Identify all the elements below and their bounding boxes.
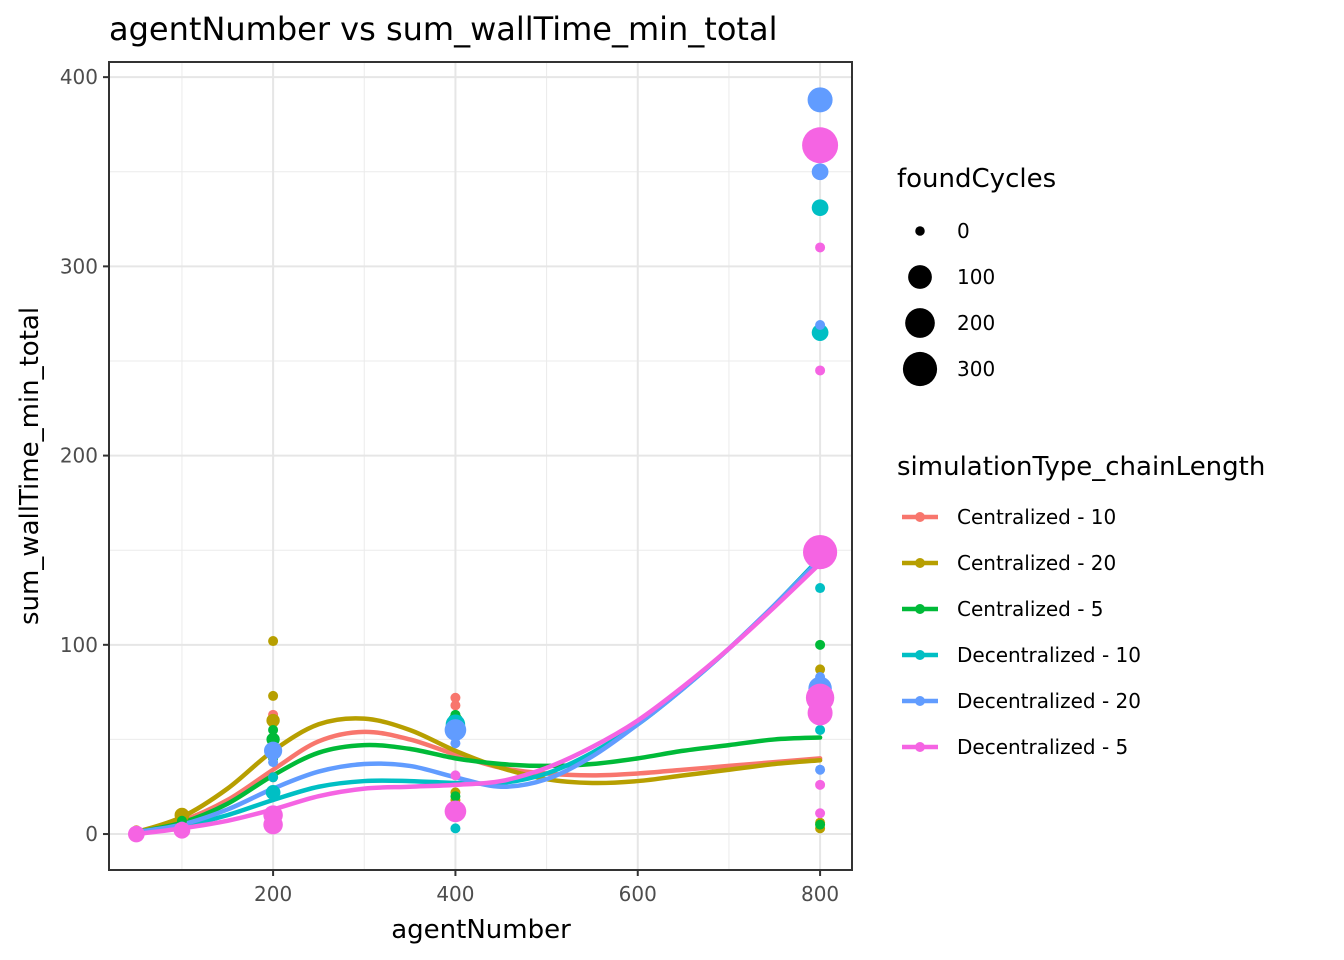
y-tick-label: 400: [60, 65, 98, 89]
plot-background: [109, 62, 852, 870]
data-point: [815, 808, 826, 819]
data-point: [444, 800, 467, 823]
y-axis-title: sum_wallTime_min_total: [15, 307, 45, 625]
data-point: [268, 724, 279, 735]
color-legend-label: Centralized - 10: [957, 505, 1116, 529]
data-point: [266, 713, 280, 728]
data-point: [807, 700, 833, 726]
x-tick-label: 200: [254, 882, 292, 906]
data-point: [802, 127, 839, 164]
data-point: [268, 690, 279, 701]
x-tick-label: 600: [619, 882, 657, 906]
data-point: [811, 163, 829, 181]
color-legend-dot: [915, 650, 925, 660]
size-legend-label: 100: [957, 265, 995, 289]
y-tick-label: 300: [60, 254, 98, 278]
color-legend-dot: [915, 696, 925, 706]
data-point: [450, 770, 461, 781]
data-point: [268, 772, 279, 783]
size-legend-key: [905, 308, 935, 338]
x-axis-title: agentNumber: [391, 915, 571, 945]
data-point: [802, 534, 838, 570]
trend-lines: [134, 555, 823, 837]
y-tick-label: 0: [85, 822, 98, 846]
size-legend-label: 0: [957, 219, 970, 243]
data-point: [263, 814, 283, 835]
data-point: [815, 365, 826, 376]
size-legend-key: [908, 265, 932, 289]
data-point: [815, 724, 826, 735]
data-point: [815, 819, 826, 830]
data-points: [127, 87, 839, 843]
data-point: [173, 821, 191, 839]
data-point: [450, 823, 461, 834]
data-point: [268, 636, 279, 647]
data-point: [450, 700, 461, 711]
data-point: [127, 825, 145, 843]
data-point: [450, 692, 461, 703]
y-axis: 0 100 200 300 400: [60, 65, 109, 846]
size-legend-key: [915, 226, 925, 236]
y-tick-label: 100: [60, 633, 98, 657]
data-point: [450, 738, 461, 749]
color-legend-dot: [915, 512, 925, 522]
color-legend-label: Decentralized - 10: [957, 643, 1141, 667]
data-point: [811, 199, 829, 217]
trend-line: [134, 735, 823, 835]
color-legend-title: simulationType_chainLength: [897, 452, 1265, 482]
data-point: [811, 324, 829, 341]
size-legend-label: 200: [957, 311, 995, 335]
color-legend-label: Centralized - 20: [957, 551, 1116, 575]
data-point: [815, 639, 826, 650]
size-legend-label: 300: [957, 357, 995, 381]
data-point: [815, 242, 826, 253]
data-point: [815, 320, 826, 331]
plot-border: [108, 61, 853, 871]
data-point: [265, 785, 281, 800]
plot-panel: [108, 61, 853, 871]
color-legend-label: Decentralized - 5: [957, 735, 1128, 759]
data-point: [815, 764, 826, 775]
data-point: [815, 664, 826, 675]
data-point: [815, 583, 826, 594]
color-legend-dot: [915, 558, 925, 568]
color-legend-label: Centralized - 5: [957, 597, 1104, 621]
size-legend-key: [902, 351, 938, 387]
trend-line: [134, 561, 823, 837]
size-legend-title: foundCycles: [897, 164, 1056, 194]
data-point: [268, 757, 279, 768]
color-legend-dot: [915, 742, 925, 752]
data-point: [444, 719, 467, 741]
data-point: [450, 791, 461, 802]
data-point: [811, 146, 829, 164]
data-point: [807, 87, 833, 113]
chart-title: agentNumber vs sum_wallTime_min_total: [109, 10, 777, 48]
color-legend-dot: [915, 604, 925, 614]
color-legend-label: Decentralized - 20: [957, 689, 1141, 713]
color-legend: simulationType_chainLength Centralized -…: [897, 452, 1265, 759]
size-legend: foundCycles 0 100 200 300: [897, 164, 1056, 387]
data-point: [263, 741, 283, 760]
x-axis: 200 400 600 800: [254, 870, 839, 906]
x-tick-label: 400: [436, 882, 474, 906]
x-tick-label: 800: [801, 882, 839, 906]
data-point: [815, 779, 826, 790]
y-tick-label: 200: [60, 444, 98, 468]
